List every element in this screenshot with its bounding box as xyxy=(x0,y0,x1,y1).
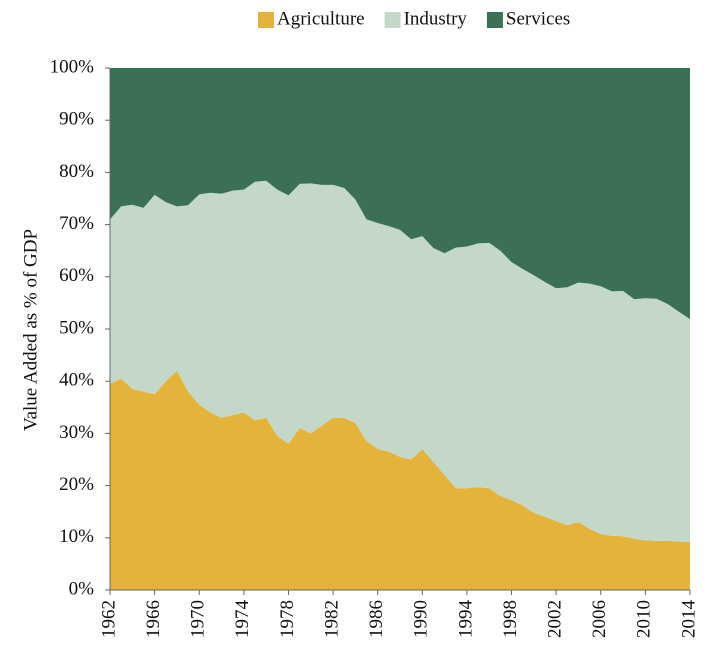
y-tick-label: 60% xyxy=(59,265,94,286)
y-tick-label: 30% xyxy=(59,422,94,443)
y-tick-label: 70% xyxy=(59,213,94,234)
y-tick-label: 50% xyxy=(59,317,94,338)
area xyxy=(110,68,690,320)
y-axis-label: Value Added as % of GDP xyxy=(20,229,41,431)
x-tick-label: 2006 xyxy=(589,600,610,638)
y-tick-label: 90% xyxy=(59,109,94,130)
legend-label: Industry xyxy=(404,8,468,29)
y-tick-label: 0% xyxy=(69,578,95,599)
y-tick-label: 20% xyxy=(59,474,94,495)
legend-swatch xyxy=(384,12,401,28)
x-tick-label: 1962 xyxy=(98,600,119,638)
y-tick-label: 40% xyxy=(59,370,94,391)
x-tick-label: 1982 xyxy=(321,600,342,638)
legend-label: Services xyxy=(506,8,570,29)
x-tick-label: 2010 xyxy=(634,600,655,638)
x-tick-label: 1986 xyxy=(366,600,387,638)
x-tick-label: 1966 xyxy=(143,600,164,638)
x-tick-label: 2014 xyxy=(678,600,699,639)
y-tick-label: 10% xyxy=(59,526,94,547)
area xyxy=(110,370,690,590)
area xyxy=(110,180,690,542)
legend-label: Agriculture xyxy=(277,8,365,29)
x-tick-label: 2002 xyxy=(545,600,566,638)
x-tick-label: 1998 xyxy=(500,600,521,638)
legend-swatch xyxy=(486,12,503,28)
legend-swatch xyxy=(258,12,274,28)
x-tick-label: 1978 xyxy=(277,600,298,638)
x-tick-label: 1970 xyxy=(188,600,209,638)
y-tick-label: 80% xyxy=(59,161,94,182)
y-tick-label: 100% xyxy=(50,56,95,77)
x-tick-label: 1974 xyxy=(232,600,253,639)
x-tick-label: 1994 xyxy=(455,600,476,639)
x-tick-label: 1990 xyxy=(411,600,432,638)
